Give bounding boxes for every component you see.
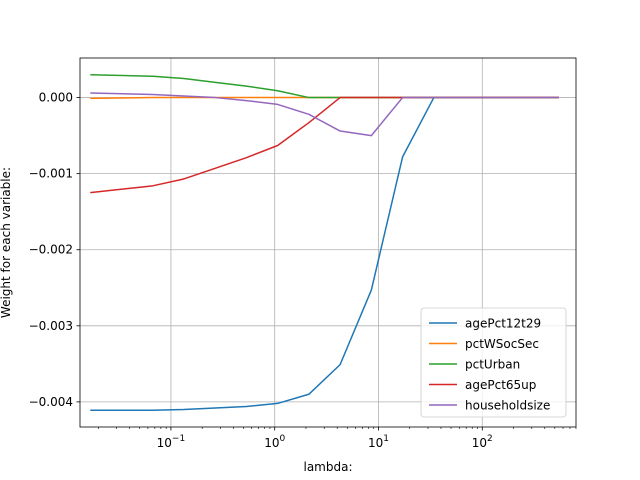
x-tick-label: 10−1 [157, 434, 186, 450]
series-lines [90, 73, 559, 412]
x-axis-label: lambda: [303, 460, 352, 474]
legend-label: agePct65up [465, 378, 536, 392]
y-tick-label: −0.001 [29, 167, 73, 181]
legend-box [420, 307, 567, 418]
plot-frame [79, 57, 577, 428]
x-tick-label: 102 [472, 434, 493, 450]
series-line-householdsize [90, 92, 559, 137]
y-tick-label: 0.000 [39, 91, 73, 105]
axis-ticks: 10−1 100 101 102 0.000 −0.001 −0.002 −0.003 −0.0… [29, 91, 577, 450]
y-axis-label: Weight for each variable: [0, 167, 13, 318]
y-tick-label: −0.004 [29, 395, 73, 409]
legend-label: agePct12t29 [465, 317, 541, 331]
y-tick-label: −0.003 [29, 319, 73, 333]
legend: agePct12t29 pctWSocSec pctUrban agePct65up h… [420, 307, 567, 418]
x-tick-label: 101 [368, 434, 389, 450]
y-tick-label: −0.002 [29, 243, 73, 257]
legend-label: pctUrban [465, 358, 520, 372]
x-tick-label: 100 [264, 434, 285, 450]
legend-label: pctWSocSec [465, 337, 539, 351]
legend-label: householdsize [465, 399, 550, 413]
